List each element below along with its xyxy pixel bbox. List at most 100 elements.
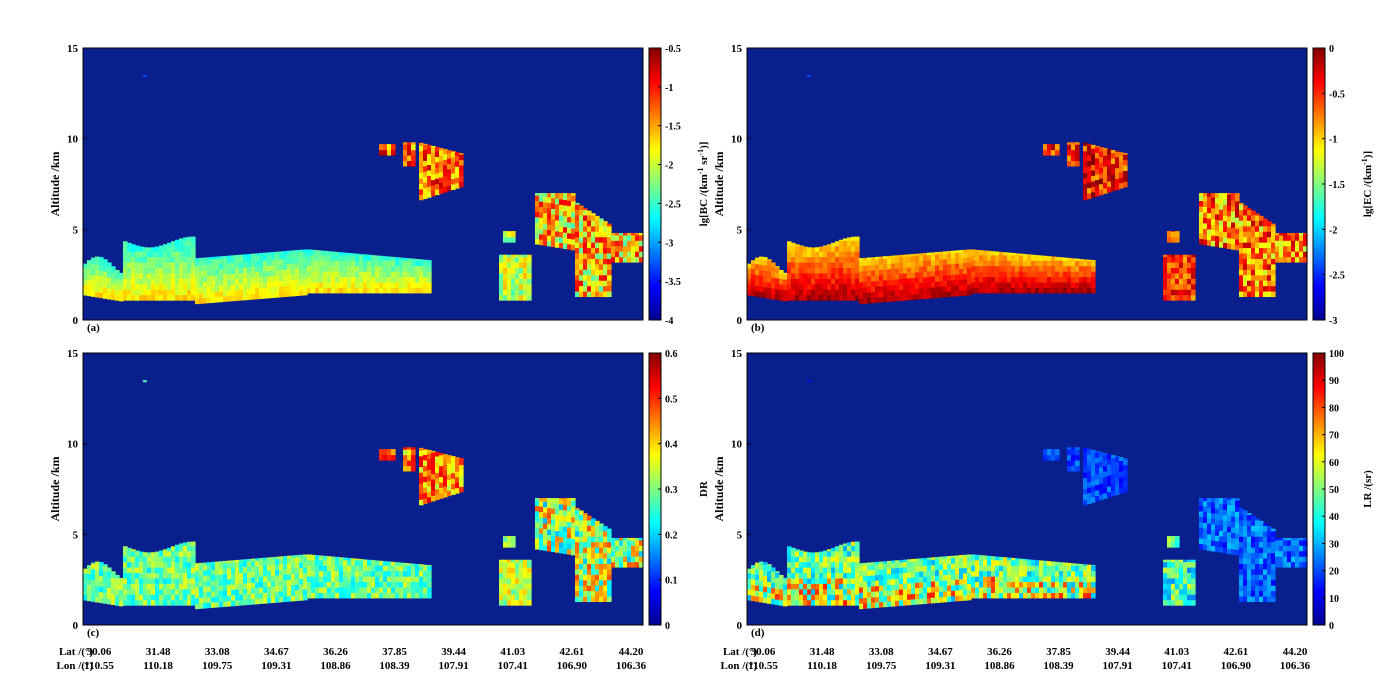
heatmap-cell xyxy=(831,589,836,595)
heatmap-cell xyxy=(851,542,856,546)
heatmap-cell xyxy=(275,275,280,281)
heatmap-cell xyxy=(527,289,532,295)
heatmap-cell xyxy=(579,215,584,221)
heatmap-cell xyxy=(151,251,156,257)
heatmap-cell xyxy=(255,558,260,560)
heatmap-cell xyxy=(427,148,432,154)
heatmap-cell xyxy=(583,209,588,215)
heatmap-cell xyxy=(335,266,340,272)
heatmap-cell xyxy=(163,246,168,252)
heatmap-cell xyxy=(811,589,816,595)
heatmap-cell xyxy=(1087,144,1092,150)
heatmap-cell xyxy=(1027,276,1032,282)
heatmap-cell xyxy=(1111,463,1116,469)
heatmap-cell xyxy=(1203,533,1208,539)
heatmap-cell xyxy=(147,556,152,562)
heatmap-cell xyxy=(919,261,924,267)
heatmap-cell xyxy=(583,596,588,602)
heatmap-cell xyxy=(551,236,556,242)
heatmap-cell xyxy=(1187,583,1192,589)
heatmap-cell xyxy=(1111,158,1116,164)
heatmap-cell xyxy=(155,594,160,600)
heatmap-cell xyxy=(263,293,268,299)
heatmap-cell xyxy=(451,178,456,184)
heatmap-cell xyxy=(1171,594,1176,600)
heatmap-cell xyxy=(587,542,592,548)
heatmap-cell xyxy=(1087,260,1092,261)
heatmap-cell xyxy=(775,577,780,583)
heatmap-cell xyxy=(899,600,904,606)
heatmap-cell xyxy=(567,538,572,544)
heatmap-cell xyxy=(815,600,820,606)
heatmap-cell xyxy=(999,587,1004,593)
heatmap-cell xyxy=(423,166,428,172)
heatmap-cell xyxy=(1203,501,1208,507)
heatmap-cell xyxy=(631,538,636,540)
heatmap-cell xyxy=(927,559,932,565)
heatmap-cell xyxy=(963,250,968,252)
heatmap-cell xyxy=(219,264,224,270)
heatmap-cell xyxy=(1003,255,1008,261)
heatmap-cell xyxy=(231,279,236,285)
heatmap-cell xyxy=(271,270,276,276)
heatmap-cell xyxy=(1179,583,1184,589)
heatmap-cell xyxy=(771,582,776,588)
heatmap-cell xyxy=(159,578,164,584)
heatmap-cell xyxy=(579,253,584,259)
heatmap-cell xyxy=(435,489,440,495)
heatmap-cell xyxy=(779,284,784,290)
heatmap-cell xyxy=(599,291,604,297)
heatmap-cell xyxy=(855,284,860,290)
heatmap-cell xyxy=(843,289,848,295)
heatmap-cell xyxy=(459,465,464,471)
heatmap-cell xyxy=(199,565,204,571)
heatmap-cell xyxy=(219,274,224,280)
heatmap-cell xyxy=(851,289,856,295)
heatmap-cell xyxy=(319,571,324,577)
heatmap-cell xyxy=(1179,560,1184,562)
heatmap-cell xyxy=(567,500,572,506)
heatmap-cell xyxy=(603,231,608,237)
heatmap-cell xyxy=(423,454,428,460)
heatmap-cell xyxy=(587,574,592,580)
heatmap-cell xyxy=(1055,587,1060,593)
heatmap-cell xyxy=(199,265,204,271)
heatmap-cell xyxy=(543,196,548,202)
heatmap-cell xyxy=(199,597,204,603)
heatmap-cell xyxy=(563,537,568,543)
heatmap-cell xyxy=(1027,559,1032,560)
heatmap-cell xyxy=(1067,144,1072,150)
heatmap-cell xyxy=(1019,576,1024,582)
heatmap-cell xyxy=(1251,247,1256,253)
heatmap-cell xyxy=(1091,475,1096,481)
heatmap-cell xyxy=(1163,273,1168,279)
heatmap-cell xyxy=(1119,488,1124,494)
heatmap-cell xyxy=(1235,511,1240,517)
heatmap-cell xyxy=(419,282,424,288)
heatmap-cell xyxy=(343,287,348,293)
heatmap-cell xyxy=(1123,458,1128,460)
heatmap-cell xyxy=(923,271,928,277)
heatmap-cell xyxy=(1027,587,1032,593)
heatmap-cell xyxy=(303,554,308,556)
heatmap-cell xyxy=(899,262,904,268)
heatmap-cell xyxy=(439,155,444,161)
heatmap-cell xyxy=(1115,184,1120,190)
heatmap-cell xyxy=(1107,170,1112,176)
heatmap-cell xyxy=(1071,581,1076,587)
heatmap-cell xyxy=(447,455,452,458)
heatmap-cell xyxy=(191,289,196,295)
heatmap-cell xyxy=(815,273,820,279)
heatmap-cell xyxy=(579,220,584,226)
heatmap-cell xyxy=(339,252,344,255)
heatmap-cell xyxy=(171,278,176,284)
heatmap-cell xyxy=(887,574,892,580)
heatmap-cell xyxy=(1083,260,1088,266)
heatmap-cell xyxy=(375,276,380,282)
heatmap-cell xyxy=(879,601,884,607)
heatmap-cell xyxy=(835,589,840,595)
heatmap-cell xyxy=(799,267,804,273)
heatmap-cell xyxy=(267,565,272,571)
heatmap-cell xyxy=(543,193,548,197)
heatmap-cell xyxy=(1051,587,1056,593)
